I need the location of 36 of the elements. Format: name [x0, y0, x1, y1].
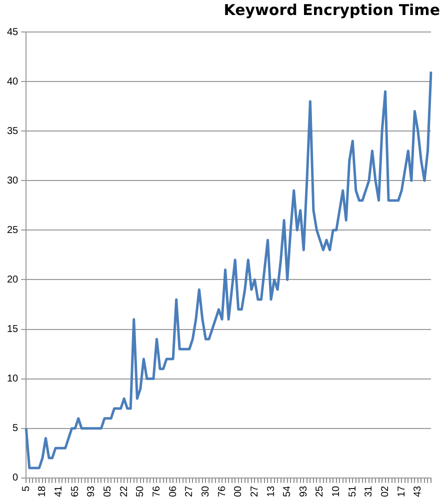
x-tick-label: 27 — [249, 485, 260, 497]
chart-title: Keyword Encryption Time — [224, 0, 440, 19]
x-tick-label: 27 — [184, 485, 196, 497]
y-tick-label: 25 — [7, 224, 19, 236]
y-tick-label: 40 — [7, 76, 19, 88]
x-tick-label: 06 — [168, 485, 179, 497]
y-tick-label: 20 — [7, 274, 19, 286]
x-tick-label: 65 — [70, 485, 81, 497]
x-tick-label: 76 — [216, 485, 228, 497]
y-tick-label: 10 — [7, 374, 19, 385]
x-tick-label: 50 — [135, 485, 146, 497]
x-tick-label: 31 — [364, 485, 375, 497]
x-tick-label: 51 — [347, 485, 358, 497]
x-tick-label: 54 — [282, 485, 294, 497]
x-tick-label: 13 — [266, 485, 277, 497]
x-tick-label: 17 — [396, 485, 408, 497]
x-tick-label: 41 — [54, 485, 65, 497]
x-tick-label: 05 — [102, 485, 114, 497]
x-tick-label: 93 — [298, 485, 310, 497]
x-tick-label: 22 — [118, 485, 130, 497]
x-tick-label: 00 — [233, 485, 244, 497]
x-tick-label: 76 — [151, 485, 162, 497]
x-tick-label: 43 — [412, 485, 424, 497]
y-tick-label: 0 — [12, 472, 19, 484]
x-tick-label: 93 — [86, 485, 98, 497]
y-tick-label: 15 — [7, 324, 19, 335]
y-tick-label: 45 — [7, 26, 19, 38]
x-tick-label: 02 — [380, 485, 392, 497]
x-tick-label: 5 — [20, 485, 32, 492]
x-tick-label: 10 — [331, 485, 342, 497]
x-tick-label: 18 — [37, 485, 48, 497]
x-tick-label: 30 — [200, 485, 212, 497]
y-tick-label: 5 — [12, 423, 19, 434]
y-tick-label: 30 — [7, 175, 19, 186]
y-tick-label: 35 — [7, 126, 19, 137]
x-tick-label: 25 — [314, 485, 326, 497]
